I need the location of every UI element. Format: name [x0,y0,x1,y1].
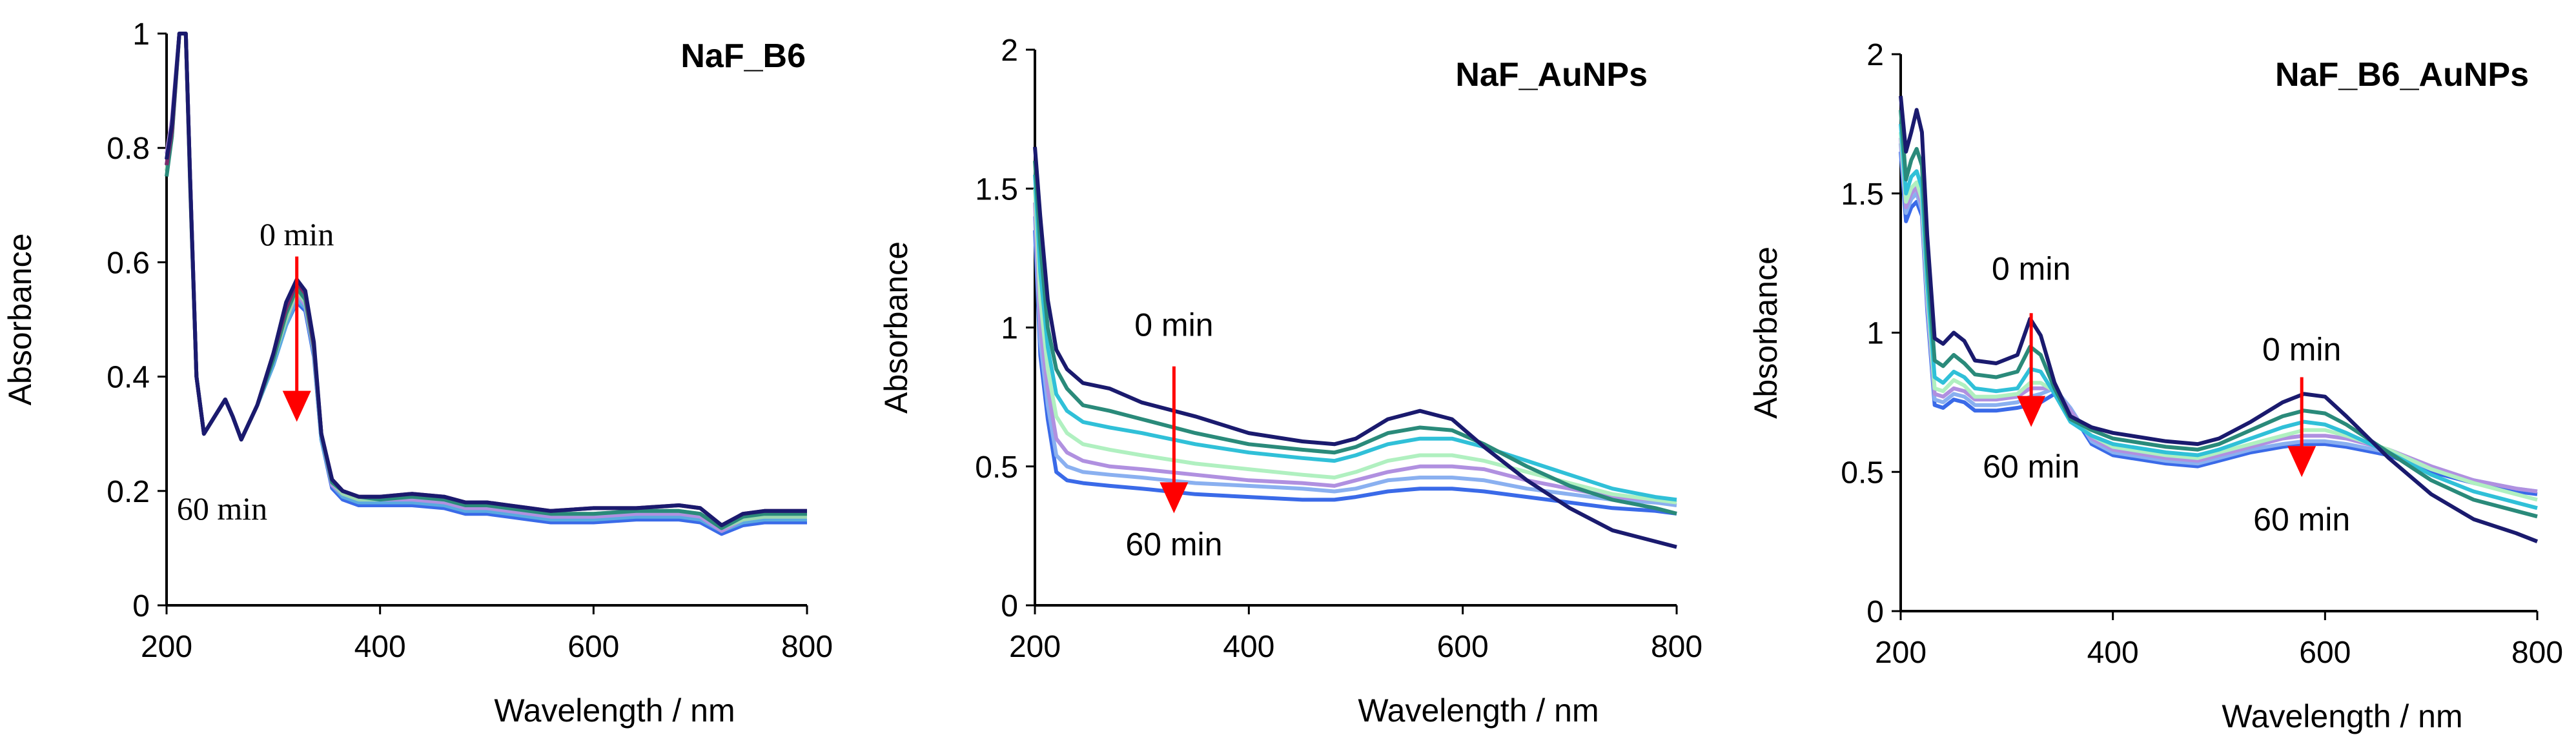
series-line-0-min [1033,146,1677,549]
series-line-60-min [1033,230,1677,516]
chart-title: NaF_B6 [680,37,806,75]
annotation-start-label-2: 0 min [2262,332,2341,368]
x-tick-label: 400 [354,630,406,664]
series-line-0-min [1899,96,2539,543]
series-line-40-min [1033,202,1677,505]
x-tick-label: 200 [1009,630,1061,664]
trend-arrow-head [282,390,311,422]
annotation-start-label: 0 min [1134,307,1213,343]
x-tick-label: 800 [781,630,833,664]
y-tick-label: 1 [1001,312,1018,346]
annotation-end-label: 60 min [1125,527,1222,563]
y-tick-label: 0.2 [107,475,150,509]
annotation-start-label: 0 min [260,216,334,252]
y-tick-label: 0.6 [107,246,150,280]
x-tick-label: 200 [141,630,192,664]
x-axis-label: Wavelength / nm [2222,698,2462,734]
trend-arrow-head [2017,396,2046,427]
y-tick-label: 1 [132,17,150,52]
y-tick-label: 0.4 [107,361,150,395]
series-line-20-min [1033,174,1677,502]
y-tick-label: 2 [1866,38,1884,72]
series-line-10-min [1033,161,1677,516]
chart-title: NaF_B6_AuNPs [2275,56,2529,94]
y-tick-label: 0.5 [975,450,1018,485]
series-line-0-min [165,32,807,527]
chart-title: NaF_AuNPs [1455,56,1648,94]
annotation-end-label: 60 min [177,490,267,527]
annotation-end-label-2: 60 min [2253,501,2350,538]
y-tick-label: 1 [1866,317,1884,351]
chart-panel-2: 0 0.5 1 1.5 2 200 400 600 800 Absorbance Wavelengt… [878,34,1702,729]
x-tick-label: 800 [2511,636,2563,670]
y-tick-label: 0 [1001,589,1018,623]
x-axis-label: Wavelength / nm [494,692,735,729]
y-tick-label: 1.5 [1841,177,1884,212]
x-tick-label: 800 [1651,630,1702,664]
y-tick-label: 0.5 [1841,456,1884,490]
x-tick-label: 200 [1875,636,1927,670]
x-tick-label: 400 [1223,630,1274,664]
annotation-start-label: 0 min [1992,251,2070,287]
y-tick-label: 0.8 [107,132,150,166]
x-tick-label: 600 [1437,630,1489,664]
x-axis-label: Wavelength / nm [1358,692,1599,729]
chart-panel-1: 0 0.2 0.4 0.6 0.8 1 200 400 600 800 Absorbance Wave… [2,17,833,729]
series-line-50-min [1033,216,1677,507]
x-tick-label: 600 [567,630,619,664]
y-tick-label: 0 [132,589,150,623]
y-axis-label: Absorbance [878,241,914,414]
y-axis-label: Absorbance [1748,247,1784,419]
annotation-end-label: 60 min [1983,449,2080,485]
x-tick-label: 600 [2299,636,2351,670]
trend-arrow-head-2 [2287,446,2316,478]
y-tick-label: 1.5 [975,172,1018,207]
chart-panel-3: 0 0.5 1 1.5 2 200 400 600 800 Absorbance Wavelengt… [1748,38,2563,734]
trend-arrow-head [1160,482,1189,514]
x-tick-label: 400 [2087,636,2139,670]
y-tick-label: 0 [1866,595,1884,629]
y-axis-label: Absorbance [2,234,38,406]
y-tick-label: 2 [1001,34,1018,68]
